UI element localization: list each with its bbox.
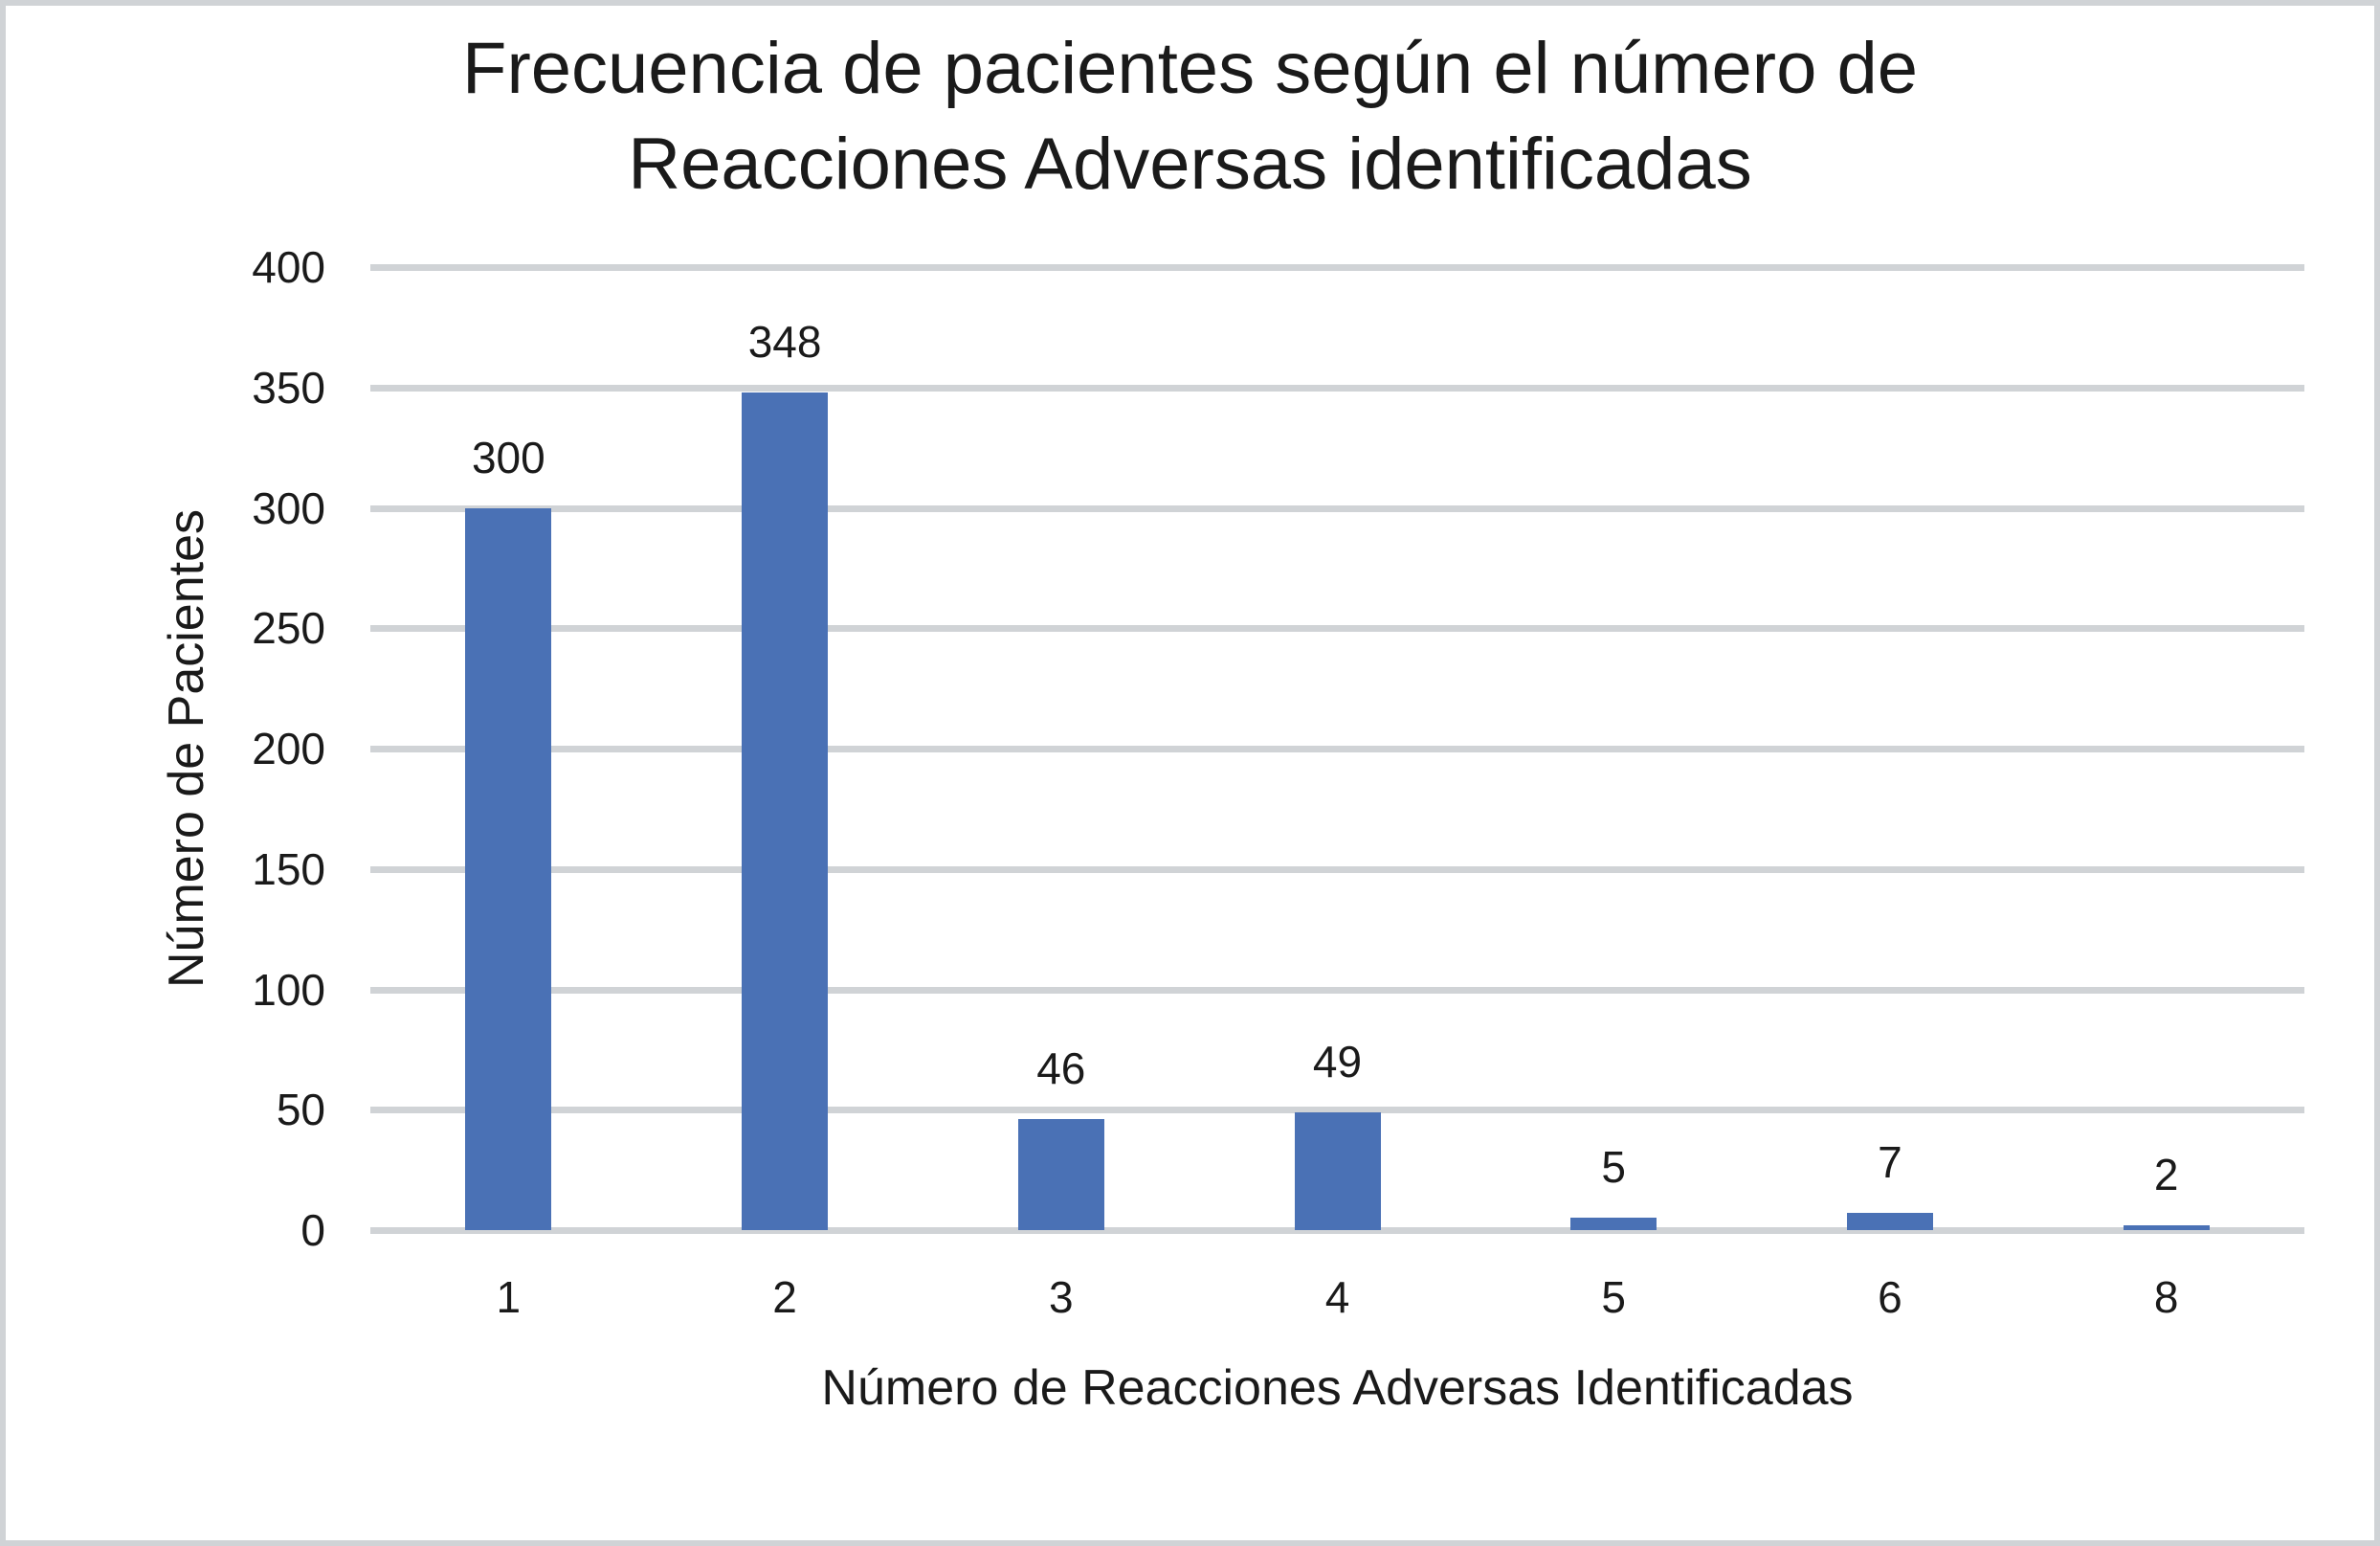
y-tick-label: 300 [252, 482, 325, 533]
bar [742, 392, 829, 1230]
gridline [370, 625, 2304, 633]
data-label: 300 [471, 432, 545, 482]
x-tick-label: 5 [1601, 1272, 1626, 1322]
x-axis-label: Número de Reacciones Adversas Identifica… [821, 1360, 1854, 1416]
x-tick-label: 6 [1878, 1272, 1902, 1322]
y-tick-label: 100 [252, 964, 325, 1015]
data-label: 348 [747, 316, 822, 367]
y-tick-label: 400 [252, 242, 325, 292]
bar [465, 507, 552, 1230]
gridline [370, 384, 2304, 392]
x-tick-label: 2 [772, 1272, 797, 1322]
data-label: 2 [2153, 1149, 2179, 1199]
data-label: 7 [1878, 1137, 1902, 1188]
plot-area: 300 348 46 49 5 7 2 [370, 264, 2304, 1234]
gridline [370, 865, 2304, 873]
x-tick-label: 8 [2153, 1272, 2179, 1322]
x-tick-label: 1 [496, 1272, 522, 1322]
data-label: 49 [1312, 1036, 1363, 1087]
gridline [370, 264, 2304, 271]
data-label: 46 [1036, 1043, 1086, 1094]
gridline [370, 1227, 2304, 1234]
y-axis-ticks: 0 50 100 150 200 250 300 350 400 [0, 243, 325, 1254]
bar [2123, 1224, 2210, 1230]
gridline [370, 746, 2304, 752]
x-tick-label: 3 [1048, 1272, 1074, 1322]
gridline [370, 1107, 2304, 1114]
bar [1017, 1119, 1104, 1230]
bar [1570, 1218, 1657, 1230]
gridline [370, 504, 2304, 512]
y-tick-label: 250 [252, 603, 325, 654]
y-tick-label: 0 [300, 1205, 325, 1255]
chart-title-line-2: Reacciones Adversas identificadas [628, 123, 1752, 205]
y-tick-label: 200 [252, 724, 325, 773]
y-tick-label: 150 [252, 843, 325, 894]
y-tick-label: 350 [252, 362, 325, 413]
data-label: 5 [1601, 1142, 1626, 1193]
chart-title: Frecuencia de pacientes según el número … [0, 21, 2380, 213]
chart-title-line-1: Frecuencia de pacientes según el número … [462, 28, 1918, 109]
bar [1294, 1111, 1381, 1230]
gridline [370, 986, 2304, 994]
x-tick-label: 4 [1324, 1272, 1350, 1322]
bar [1846, 1213, 1933, 1230]
y-tick-label: 50 [276, 1085, 325, 1135]
